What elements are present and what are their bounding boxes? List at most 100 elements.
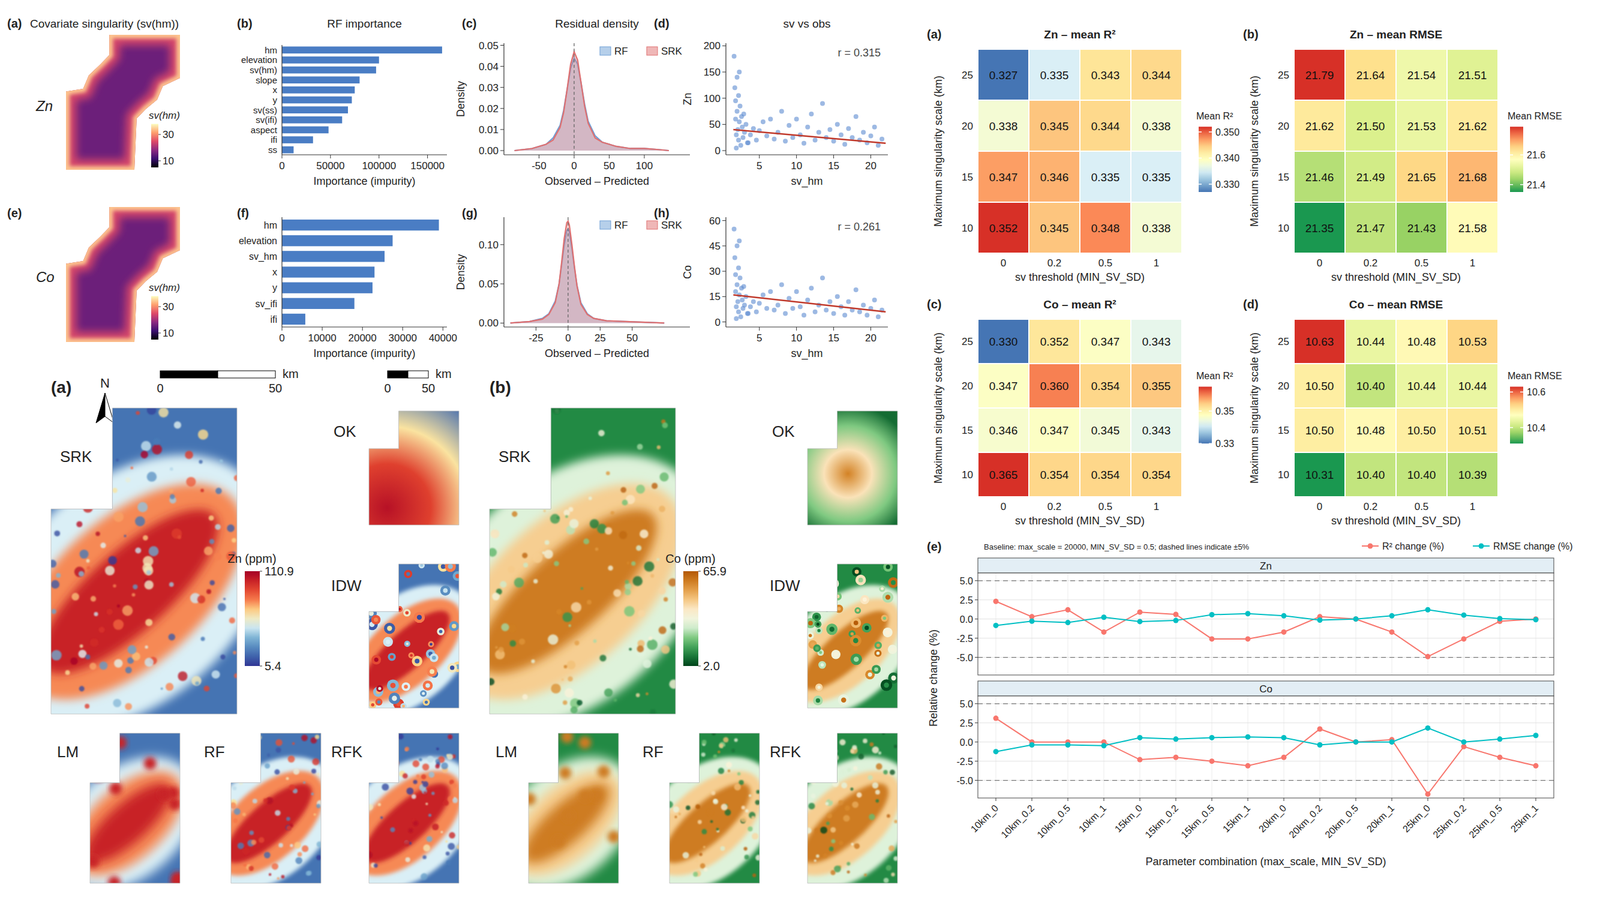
grid-line-x bbox=[1427, 695, 1429, 798]
x-tick-label: 10 bbox=[790, 332, 803, 344]
point bbox=[845, 299, 851, 305]
heatmap-cell bbox=[1345, 319, 1397, 364]
heatmap-cell bbox=[977, 452, 1029, 497]
heatmap-cell bbox=[1396, 452, 1448, 497]
point bbox=[734, 109, 740, 114]
raster-detail bbox=[613, 589, 621, 597]
raster-detail bbox=[48, 559, 57, 568]
x-tick-label: 0 bbox=[1316, 500, 1323, 513]
x-tick-label: 0.5 bbox=[1098, 257, 1113, 269]
map-outline bbox=[368, 733, 459, 884]
raster-detail bbox=[882, 627, 893, 638]
raster-detail bbox=[233, 808, 241, 815]
raster-band bbox=[332, 751, 481, 895]
raster-detail bbox=[215, 487, 222, 495]
y-tick bbox=[500, 86, 504, 88]
heatmap-cell bbox=[1130, 100, 1182, 152]
scatter-plot bbox=[731, 226, 887, 321]
point bbox=[772, 136, 777, 142]
raster-detail bbox=[242, 847, 249, 855]
raster-detail bbox=[380, 816, 383, 819]
raster-detail bbox=[436, 627, 445, 636]
raster-detail bbox=[578, 736, 591, 749]
raster-detail bbox=[656, 445, 661, 449]
raster-detail bbox=[562, 809, 575, 822]
x-tick-label: 0 bbox=[1316, 257, 1323, 269]
raster-detail bbox=[826, 623, 838, 635]
raster-detail bbox=[451, 623, 456, 629]
raster-detail bbox=[875, 799, 879, 803]
raster-detail bbox=[826, 821, 830, 825]
raster-detail bbox=[84, 703, 90, 709]
raster-detail bbox=[286, 826, 291, 831]
raster-detail bbox=[644, 561, 655, 572]
raster-detail bbox=[135, 410, 140, 416]
raster-detail bbox=[815, 683, 823, 691]
raster-detail bbox=[751, 815, 755, 820]
raster-detail bbox=[511, 471, 520, 480]
point bbox=[779, 282, 785, 288]
raster-detail bbox=[874, 641, 882, 650]
raster-detail bbox=[50, 580, 60, 589]
raster-detail bbox=[882, 591, 894, 603]
raster-detail bbox=[682, 755, 690, 764]
grid-line-x bbox=[1139, 695, 1141, 798]
raster-band bbox=[173, 730, 365, 900]
legend-label: SRK bbox=[661, 219, 683, 231]
raster-detail bbox=[890, 675, 896, 681]
raster-detail bbox=[876, 643, 881, 648]
bar bbox=[281, 250, 385, 262]
x-tick bbox=[1283, 797, 1285, 801]
heatmap-cell bbox=[1130, 363, 1182, 408]
raster-detail bbox=[411, 794, 417, 800]
raster-detail bbox=[168, 633, 176, 641]
raster-detail bbox=[815, 626, 823, 635]
raster-detail bbox=[883, 682, 890, 688]
raster-detail bbox=[659, 472, 669, 482]
scale-bar bbox=[407, 370, 429, 378]
x-tick bbox=[1139, 797, 1141, 801]
y-tick bbox=[974, 637, 978, 639]
y-axis-title: Co bbox=[681, 265, 694, 279]
y-tick bbox=[722, 271, 726, 272]
raster-detail bbox=[429, 653, 438, 662]
cell-label: 21.35 bbox=[1305, 221, 1335, 235]
raster-detail bbox=[692, 871, 698, 877]
x-tick-label: 50 bbox=[603, 160, 615, 172]
series-marker bbox=[1065, 742, 1071, 748]
x-tick bbox=[402, 326, 404, 331]
panel-letter: (a) bbox=[926, 27, 942, 41]
raster-detail bbox=[198, 460, 203, 464]
raster-detail bbox=[208, 515, 215, 521]
raster-detail bbox=[419, 563, 423, 567]
y-tick-label: 5.0 bbox=[959, 698, 974, 710]
series-marker bbox=[1281, 629, 1287, 635]
raster-detail bbox=[847, 870, 851, 874]
point bbox=[742, 302, 747, 308]
x-tick bbox=[608, 154, 610, 159]
y-tick bbox=[722, 296, 726, 297]
raster-detail bbox=[505, 419, 514, 429]
raster-detail bbox=[203, 546, 213, 556]
raster-band bbox=[32, 730, 224, 900]
raster-detail bbox=[253, 735, 258, 740]
raster-detail bbox=[727, 769, 731, 773]
raster-detail bbox=[443, 587, 449, 593]
raster-detail bbox=[839, 739, 846, 746]
panel-letter: (a) bbox=[7, 16, 22, 30]
point bbox=[782, 138, 788, 144]
x-axis bbox=[281, 154, 447, 155]
raster-detail bbox=[561, 678, 564, 681]
series-marker bbox=[1317, 742, 1323, 748]
raster-detail bbox=[639, 529, 649, 539]
heatmap-cell bbox=[1345, 452, 1397, 497]
raster-detail bbox=[893, 744, 898, 749]
raster-detail bbox=[814, 827, 820, 834]
heatmap-cell bbox=[1396, 202, 1448, 254]
point bbox=[732, 255, 738, 261]
raster-detail bbox=[595, 547, 599, 551]
raster-detail bbox=[854, 607, 861, 614]
grid-line bbox=[977, 618, 1554, 620]
raster-detail bbox=[632, 575, 644, 587]
raster-detail bbox=[856, 792, 863, 798]
